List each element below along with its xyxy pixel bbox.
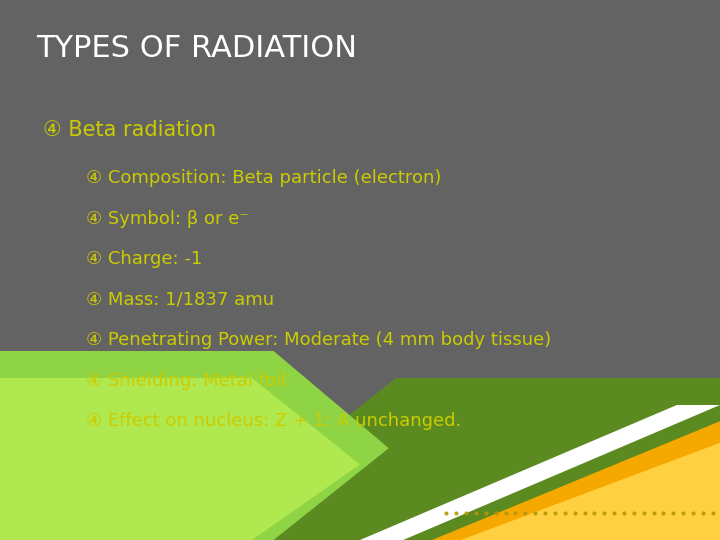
Polygon shape (360, 405, 720, 540)
Text: ④ Charge: -1: ④ Charge: -1 (86, 250, 202, 268)
Text: ④ Beta radiation: ④ Beta radiation (43, 119, 216, 140)
Text: ④ Mass: 1/1837 amu: ④ Mass: 1/1837 amu (86, 291, 274, 309)
Text: ④ Shielding: Metal foil: ④ Shielding: Metal foil (86, 372, 287, 390)
Polygon shape (0, 378, 360, 540)
Polygon shape (0, 351, 389, 540)
Text: TYPES OF RADIATION: TYPES OF RADIATION (36, 34, 357, 63)
Polygon shape (389, 421, 720, 540)
Text: ④ Penetrating Power: Moderate (4 mm body tissue): ④ Penetrating Power: Moderate (4 mm body… (86, 331, 552, 349)
Text: ④ Composition: Beta particle (electron): ④ Composition: Beta particle (electron) (86, 169, 442, 187)
Text: ④ Symbol: β or e⁻: ④ Symbol: β or e⁻ (86, 210, 249, 228)
Text: ④ Effect on nucleus: Z + 1; A unchanged.: ④ Effect on nucleus: Z + 1; A unchanged. (86, 412, 462, 430)
Polygon shape (0, 378, 720, 540)
Polygon shape (418, 443, 720, 540)
